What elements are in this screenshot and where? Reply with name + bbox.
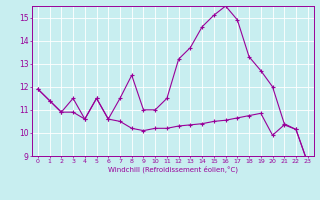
X-axis label: Windchill (Refroidissement éolien,°C): Windchill (Refroidissement éolien,°C)	[108, 166, 238, 173]
